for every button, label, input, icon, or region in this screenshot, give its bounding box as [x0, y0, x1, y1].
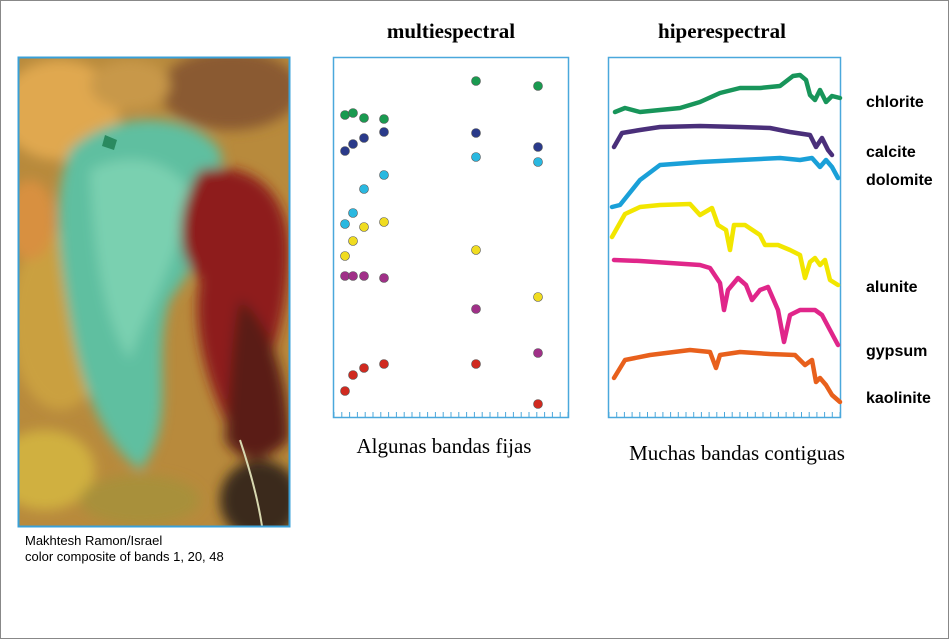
band-dot [340, 146, 350, 156]
ticks [608, 412, 841, 417]
spectrum-curve [609, 155, 841, 210]
panel-box [332, 56, 570, 419]
band-dot [379, 217, 389, 227]
panel-title: hiperespectral [658, 19, 786, 43]
band-dot [340, 219, 350, 229]
band-dot [379, 170, 389, 180]
band-dot [340, 110, 350, 120]
band-dot [471, 359, 481, 369]
image-caption: color composite of bands 1, 20, 48 [25, 549, 224, 564]
band-dot [379, 127, 389, 137]
band-dot [359, 363, 369, 373]
band-dot [359, 113, 369, 123]
image-border [17, 56, 291, 528]
band-dot [348, 139, 358, 149]
band-dot [379, 273, 389, 283]
spectrum-curve [611, 347, 843, 405]
band-dot [340, 386, 350, 396]
spectrum-curve [611, 123, 835, 158]
spectrum-curve [609, 201, 841, 288]
panel-title: multiespectral [387, 19, 515, 43]
band-dot [471, 304, 481, 314]
panel-caption: Muchas bandas contiguas [629, 441, 845, 465]
mineral-label: calcite [866, 144, 916, 161]
band-dot [533, 142, 543, 152]
band-dot [359, 271, 369, 281]
image-caption: Makhtesh Ramon/Israel [25, 533, 162, 548]
band-dot [471, 245, 481, 255]
band-dot [533, 292, 543, 302]
band-dot [340, 251, 350, 261]
band-dot [348, 271, 358, 281]
band-dot [471, 152, 481, 162]
band-dot [533, 81, 543, 91]
mineral-label: gypsum [866, 343, 927, 360]
band-dot [359, 222, 369, 232]
spectra [609, 72, 843, 405]
band-dot [379, 359, 389, 369]
mineral-label: alunite [866, 279, 918, 296]
panel-caption: Algunas bandas fijas [357, 434, 532, 458]
spectrum-curve [612, 72, 843, 115]
spectrum-curve [611, 257, 841, 348]
band-dot [533, 399, 543, 409]
band-dot [359, 184, 369, 194]
band-dot [348, 370, 358, 380]
band-dot [379, 114, 389, 124]
band-dot [359, 133, 369, 143]
band-dot [471, 76, 481, 86]
mineral-label: kaolinite [866, 390, 931, 407]
band-dot [471, 128, 481, 138]
band-dot [533, 348, 543, 358]
satellite-image [19, 58, 289, 526]
band-dot [348, 208, 358, 218]
ticks [333, 412, 569, 417]
band-dot [533, 157, 543, 167]
band-dot [348, 236, 358, 246]
band-dot [348, 108, 358, 118]
band-dot [340, 271, 350, 281]
mineral-label: chlorite [866, 94, 924, 111]
band-dots [340, 76, 543, 409]
mineral-label: dolomite [866, 172, 933, 189]
